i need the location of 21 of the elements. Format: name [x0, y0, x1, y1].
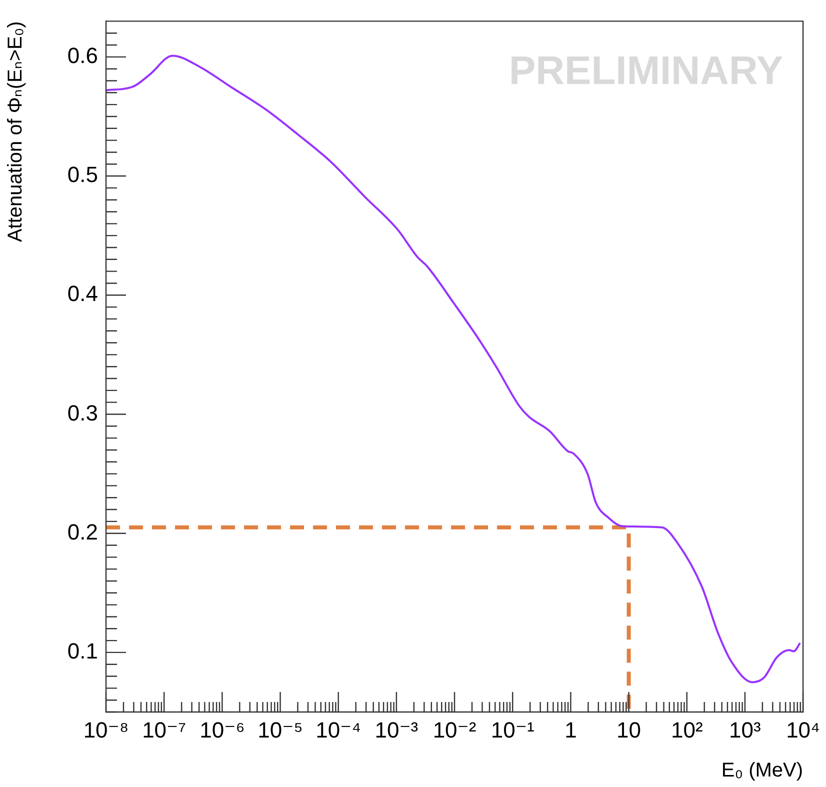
- y-tick-label: 0.1: [67, 638, 98, 664]
- y-tick-label: 0.4: [67, 281, 98, 306]
- x-tick-label: 10⁴: [786, 717, 820, 742]
- x-tick-label: 10⁻⁶: [200, 717, 245, 742]
- y-tick-label: 0.3: [67, 400, 98, 426]
- x-tick-label: 1: [564, 717, 577, 742]
- x-tick-label: 10⁻⁸: [83, 717, 129, 742]
- y-tick-label: 0.6: [67, 42, 98, 68]
- y-tick-label: 0.5: [67, 162, 98, 188]
- y-axis-title: Attenuation of Φₙ(Eₙ>E₀): [4, 21, 27, 242]
- x-axis-title: E₀ (MeV): [721, 760, 804, 782]
- x-tick-label: 10⁻¹: [490, 717, 534, 742]
- x-tick-label: 10⁻²: [432, 717, 476, 742]
- x-tick-label: 10⁻⁵: [258, 717, 303, 742]
- x-tick-label: 10²: [670, 717, 703, 742]
- x-tick-label: 10⁻³: [374, 717, 418, 742]
- x-tick-label: 10⁻⁷: [142, 717, 186, 742]
- x-tick-label: 10: [616, 717, 642, 742]
- y-tick-label: 0.2: [67, 519, 98, 544]
- x-tick-label: 10⁻⁴: [316, 717, 362, 742]
- x-tick-label: 10³: [729, 717, 761, 742]
